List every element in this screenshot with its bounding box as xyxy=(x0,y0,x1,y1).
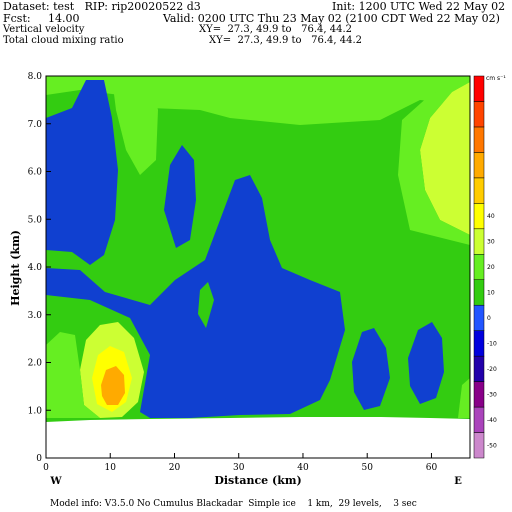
colorbar-swatch xyxy=(473,75,485,102)
xy2-label: XY= 27.3, 49.9 to 76.4, 44.2 xyxy=(209,35,362,46)
y-tick-label: 2.0 xyxy=(28,359,43,369)
colorbar-label: 0 xyxy=(487,315,491,322)
colorbar-swatch xyxy=(473,432,485,459)
colorbar-swatch xyxy=(473,279,485,306)
colorbar-label: 40 xyxy=(487,213,495,220)
upper-right-light-green-region xyxy=(398,76,470,245)
colorbar-units: cm s⁻¹ xyxy=(486,75,506,82)
contour-field xyxy=(46,76,470,458)
x-axis: 0 10 20 30 40 50 60 xyxy=(43,453,437,473)
colorbar-label: -50 xyxy=(487,442,497,449)
east-end-label: E xyxy=(454,476,462,487)
fcst-label: Fcst: 14.00 xyxy=(3,12,80,25)
y-tick-label: 6.0 xyxy=(28,168,43,178)
field1-label: Vertical velocity xyxy=(3,24,85,35)
y-tick-label: 7.0 xyxy=(28,120,43,130)
colorbar-swatch xyxy=(473,355,485,382)
x-axis-label: Distance (km) xyxy=(214,474,301,487)
blue-main-region xyxy=(46,175,345,418)
y-tick-label: 0 xyxy=(36,454,42,464)
init-label: Init: 1200 UTC Wed 22 May 02 xyxy=(332,0,506,13)
blue-left-upper-region xyxy=(46,80,118,265)
blue-upper-middle-region xyxy=(164,145,196,248)
x-tick-label: 0 xyxy=(43,463,49,473)
x-tick-label: 20 xyxy=(169,463,181,473)
colorbar-label: 20 xyxy=(487,264,495,271)
y-axis: 0 1.0 2.0 3.0 4.0 5.0 6.0 7.0 8.0 xyxy=(28,72,51,464)
y-tick-label: 3.0 xyxy=(28,311,43,321)
x-tick-label: 40 xyxy=(297,463,309,473)
colorbar-swatch xyxy=(473,304,485,331)
y-tick-label: 5.0 xyxy=(28,215,43,225)
blue-cell-d xyxy=(408,322,444,404)
colorbar-swatch xyxy=(473,228,485,255)
colorbar-swatch xyxy=(473,254,485,280)
blue-cell-a xyxy=(152,356,182,408)
green-hole-in-blue xyxy=(198,282,214,328)
colorbar-swatch xyxy=(473,381,485,408)
colorbar-swatch xyxy=(473,203,485,230)
valid-label: Valid: 0200 UTC Thu 23 May 02 (2100 CDT … xyxy=(163,12,500,25)
y-tick-label: 1.0 xyxy=(28,406,43,416)
model-info-footer: Model info: V3.5.0 No Cumulus Blackadar … xyxy=(50,499,417,509)
colorbar: -50 -40 -30 -20 -10 0 10 20 30 40 xyxy=(473,75,497,459)
y-tick-label: 4.0 xyxy=(28,263,43,273)
colorbar-swatch xyxy=(473,177,485,204)
colorbar-swatch xyxy=(473,126,485,153)
west-end-label: W xyxy=(49,476,62,487)
light-green-lower-left xyxy=(46,332,100,418)
x-tick-label: 30 xyxy=(233,463,245,473)
colorbar-label: -30 xyxy=(487,391,497,398)
light-green-lower-right xyxy=(458,378,470,418)
x-tick-label: 60 xyxy=(426,463,438,473)
orange-core-region xyxy=(101,366,125,405)
colorbar-label: 10 xyxy=(487,289,495,296)
light-green-column xyxy=(112,78,158,175)
blue-cell-b xyxy=(222,368,242,402)
dataset-label: Dataset: test RIP: rip20020522 d3 xyxy=(3,0,201,13)
upper-right-yellow-green-region xyxy=(420,82,470,235)
y-tick-label: 8.0 xyxy=(28,72,43,82)
colorbar-swatch xyxy=(473,101,485,128)
colorbar-label: -40 xyxy=(487,417,497,424)
colorbar-swatch xyxy=(473,406,485,433)
x-tick-label: 10 xyxy=(105,463,117,473)
colorbar-label: -20 xyxy=(487,366,497,373)
y-axis-label: Height (km) xyxy=(9,230,22,306)
colorbar-label: -10 xyxy=(487,340,497,347)
field2-label: Total cloud mixing ratio xyxy=(3,35,124,46)
blue-cell-c xyxy=(352,328,390,410)
x-tick-label: 50 xyxy=(361,463,373,473)
colorbar-label: 30 xyxy=(487,239,495,246)
xy1-label: XY= 27.3, 49.9 to 76.4, 44.2 xyxy=(199,24,352,35)
terrain-ground xyxy=(46,417,470,458)
colorbar-swatch xyxy=(473,152,485,179)
colorbar-swatch xyxy=(473,330,485,357)
